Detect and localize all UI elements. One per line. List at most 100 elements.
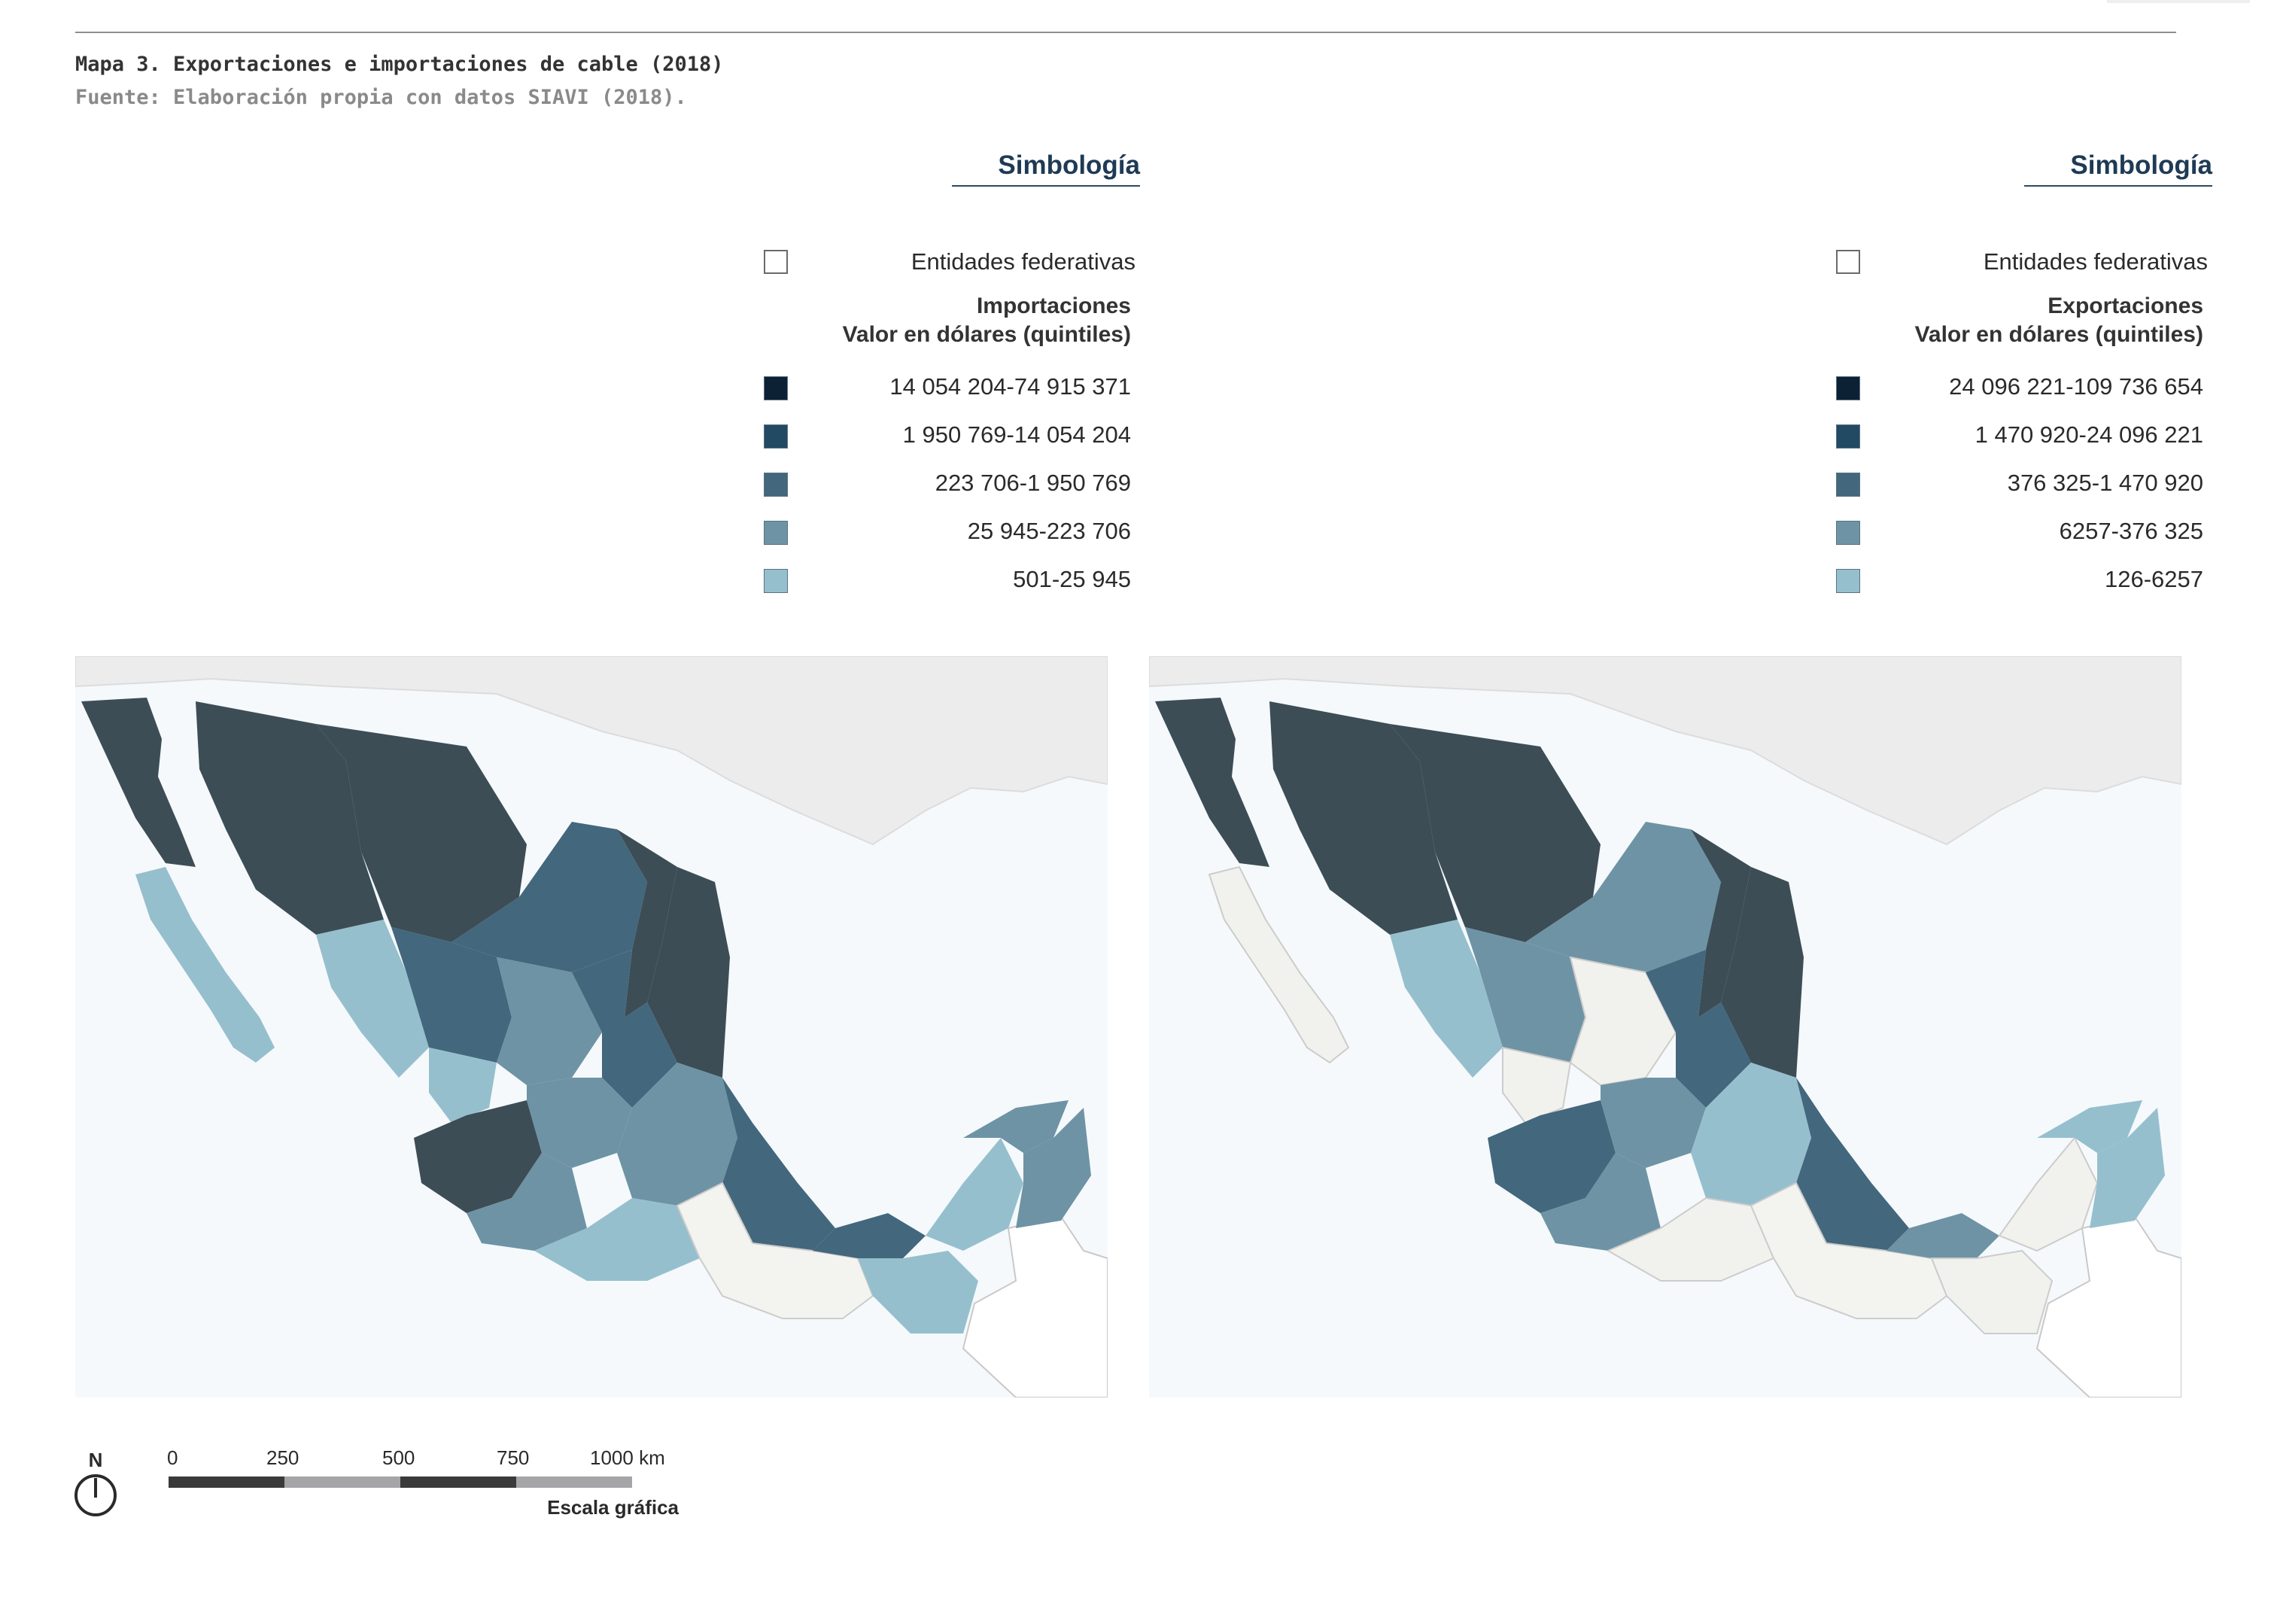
legend-class-1: 24 096 221-109 736 654	[1836, 373, 2212, 403]
legend-title: Simbología	[2024, 151, 2212, 187]
legend-unit: Valor en dólares (quintiles)	[1914, 322, 2203, 347]
entity-swatch	[1836, 250, 1860, 274]
state-guanajuato	[1601, 1078, 1706, 1168]
state-guerrero	[534, 1198, 700, 1281]
state-veracruz	[722, 1078, 835, 1251]
state-tamaulipas	[1721, 867, 1804, 1078]
state-san-luis-potosi	[572, 950, 677, 1108]
us-land	[75, 656, 1108, 846]
scale-tick: 0	[167, 1446, 178, 1469]
legend-swatch	[764, 376, 788, 400]
state-zacatecas	[497, 957, 602, 1085]
scale-title: Escala gráfica	[547, 1496, 679, 1519]
legend-class-4: 6257-376 325	[1836, 518, 2212, 548]
state-tabasco	[813, 1213, 926, 1258]
legend-class-label: 6257-376 325	[2059, 518, 2203, 544]
state-sinaloa	[316, 920, 429, 1078]
state-baja-california-sur	[1208, 865, 1350, 1064]
legend-class-label: 223 706-1 950 769	[935, 470, 1131, 496]
entity-label: Entidades federativas	[911, 248, 1136, 275]
legend-exports: Simbología Entidades federativas Exporta…	[1836, 151, 2212, 602]
state-yucatan	[2037, 1100, 2142, 1153]
state-chihuahua	[1390, 724, 1601, 942]
state-michoacan	[467, 1153, 587, 1251]
legend-unit: Valor en dólares (quintiles)	[842, 322, 1131, 347]
scale-segment	[516, 1477, 632, 1488]
state-sonora	[1269, 701, 1458, 935]
scale-segment	[284, 1477, 400, 1488]
scale-segment	[400, 1477, 516, 1488]
state-san-luis-potosi	[1646, 950, 1751, 1108]
state-tamaulipas	[647, 867, 730, 1078]
legend-class-3: 376 325-1 470 920	[1836, 470, 2212, 500]
scale-tick: 250	[266, 1446, 299, 1469]
scale-tick: 1000 km	[590, 1446, 665, 1469]
legend-swatch	[1836, 376, 1860, 400]
state-quintana-roo	[1016, 1108, 1091, 1228]
us-land	[1149, 656, 2181, 846]
legend-class-label: 24 096 221-109 736 654	[1949, 373, 2203, 400]
exports-map-svg	[1149, 656, 2181, 1397]
scale-tick: 750	[497, 1446, 530, 1469]
state-sonora	[196, 701, 384, 935]
state-nayarit	[429, 1048, 497, 1123]
legend-class-5: 126-6257	[1836, 566, 2212, 596]
state-chiapas	[1930, 1249, 2054, 1334]
state-chiapas	[858, 1251, 978, 1334]
central-america-land	[962, 1215, 1108, 1397]
central-america-land	[2035, 1215, 2181, 1397]
state-baja-california	[1155, 698, 1269, 867]
legend-swatch	[764, 569, 788, 593]
legend-class-4: 25 945-223 706	[764, 518, 1140, 548]
legend-class-2: 1 470 920-24 096 221	[1836, 421, 2212, 452]
state-nuevo-leon	[1691, 829, 1751, 1017]
legend-title: Simbología	[952, 151, 1140, 187]
state-durango	[391, 927, 512, 1063]
legend-imports: Simbología Entidades federativas Importa…	[764, 151, 1140, 602]
state-puebla	[617, 1063, 737, 1206]
scale-segment	[169, 1477, 284, 1488]
imports-map	[75, 656, 1108, 1397]
state-baja-california	[81, 698, 196, 867]
legend-swatch	[1836, 424, 1860, 449]
legend-class-label: 1 470 920-24 096 221	[1975, 421, 2203, 448]
entity-label: Entidades federativas	[1983, 248, 2208, 275]
entity-swatch	[764, 250, 788, 274]
legend-class-label: 126-6257	[2104, 566, 2203, 592]
legend-class-2: 1 950 769-14 054 204	[764, 421, 1140, 452]
state-campeche	[926, 1138, 1023, 1251]
legend-swatch	[764, 473, 788, 497]
legend-class-5: 501-25 945	[764, 566, 1140, 596]
legend-swatch	[764, 521, 788, 545]
state-chihuahua	[316, 724, 527, 942]
legend-class-label: 501-25 945	[1013, 566, 1131, 592]
state-veracruz	[1796, 1078, 1909, 1251]
state-jalisco	[1488, 1100, 1616, 1213]
scale-bar: 0 250 500 750 1000 km Escala gráfica	[167, 1446, 679, 1522]
map-caption: Mapa 3. Exportaciones e importaciones de…	[75, 53, 724, 76]
state-baja-california-sur	[135, 867, 275, 1063]
state-nuevo-leon	[617, 829, 677, 1017]
top-rule	[75, 32, 2176, 33]
legend-swatch	[1836, 569, 1860, 593]
state-sinaloa	[1390, 920, 1503, 1078]
state-durango	[1465, 927, 1585, 1063]
state-coahuila	[451, 822, 647, 972]
map-source: Fuente: Elaboración propia con datos SIA…	[75, 86, 687, 109]
legend-class-label: 1 950 769-14 054 204	[902, 421, 1131, 448]
legend-class-label: 25 945-223 706	[967, 518, 1131, 544]
state-michoacan	[1540, 1153, 1661, 1251]
state-jalisco	[414, 1100, 542, 1213]
exports-map	[1149, 656, 2181, 1397]
legend-swatch	[764, 424, 788, 449]
legend-variable: Importaciones	[976, 293, 1131, 318]
legend-class-label: 14 054 204-74 915 371	[889, 373, 1131, 400]
state-tabasco	[1886, 1213, 1999, 1258]
state-coahuila	[1525, 822, 1721, 972]
legend-class-1: 14 054 204-74 915 371	[764, 373, 1140, 403]
state-quintana-roo	[2090, 1108, 2165, 1228]
legend-swatch	[1836, 473, 1860, 497]
state-puebla	[1691, 1063, 1811, 1206]
state-yucatan	[963, 1100, 1069, 1153]
north-label: N	[88, 1449, 103, 1471]
